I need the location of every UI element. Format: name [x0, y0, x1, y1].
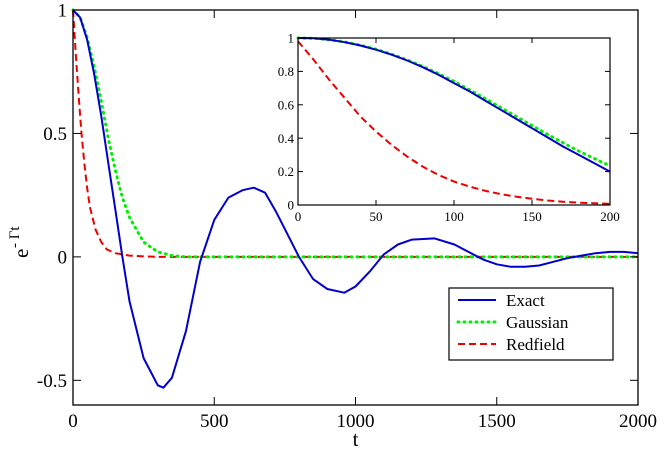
inset-y-tick-label: 0.2: [278, 164, 294, 179]
legend: Exact Gaussian Redfield: [448, 287, 614, 361]
main-y-axis-label-exponent: - Γt: [7, 226, 23, 248]
inset-series-redfield: [297, 40, 611, 205]
main-x-axis-label: t: [353, 427, 359, 448]
main-series-exact: [72, 9, 639, 389]
inset-x-tick-label: 50: [370, 209, 383, 224]
main-x-tick-label: 0: [68, 411, 78, 432]
main-plot: 0 500 1000 1500 2000-0.500.51 t e - Γt: [7, 1, 657, 451]
inset-y-tick-label: 1: [288, 31, 295, 46]
inset-x-tick-label: 100: [444, 209, 464, 224]
legend-label-redfield: Redfield: [506, 335, 565, 354]
inset-plot: 0 50 100 150 200 0 0.2 0.4 0.6 0.8 1: [278, 31, 620, 224]
legend-label-exact: Exact: [506, 291, 545, 310]
main-y-tick-label: -0.5: [37, 371, 67, 392]
inset-y-tick-label: 0: [288, 198, 295, 213]
inset-x-tick-label: 150: [522, 209, 542, 224]
main-y-axis-label: e - Γt: [7, 226, 33, 258]
inset-series-exact: [297, 37, 611, 173]
main-ticks-group: 0 500 1000 1500 2000-0.500.51: [37, 1, 657, 432]
inset-x-tick-label: 200: [600, 209, 620, 224]
inset-y-tick-label: 0.8: [278, 64, 294, 79]
main-y-tick-label: 0.5: [43, 124, 67, 145]
main-x-tick-label: 2000: [619, 411, 657, 432]
main-x-tick-label: 1000: [337, 411, 375, 432]
inset-series-gaussian: [296, 36, 612, 168]
inset-background: [298, 38, 610, 205]
inset-series-group: [296, 36, 612, 205]
inset-ticks-group: 0 50 100 150 200 0 0.2 0.4 0.6 0.8 1: [278, 31, 620, 224]
main-x-tick-label: 1500: [478, 411, 516, 432]
main-y-tick-label: 0: [58, 248, 68, 269]
main-series-group: [71, 8, 640, 389]
legend-label-gaussian: Gaussian: [506, 313, 569, 332]
main-y-axis-label-base: e: [9, 249, 33, 258]
inset-y-tick-label: 0.4: [278, 131, 295, 146]
main-x-tick-label: 500: [200, 411, 229, 432]
main-y-tick-label: 1: [58, 1, 68, 22]
inset-x-tick-label: 0: [295, 209, 302, 224]
inset-y-tick-label: 0.6: [278, 97, 295, 112]
main-series-gaussian: [71, 8, 640, 259]
